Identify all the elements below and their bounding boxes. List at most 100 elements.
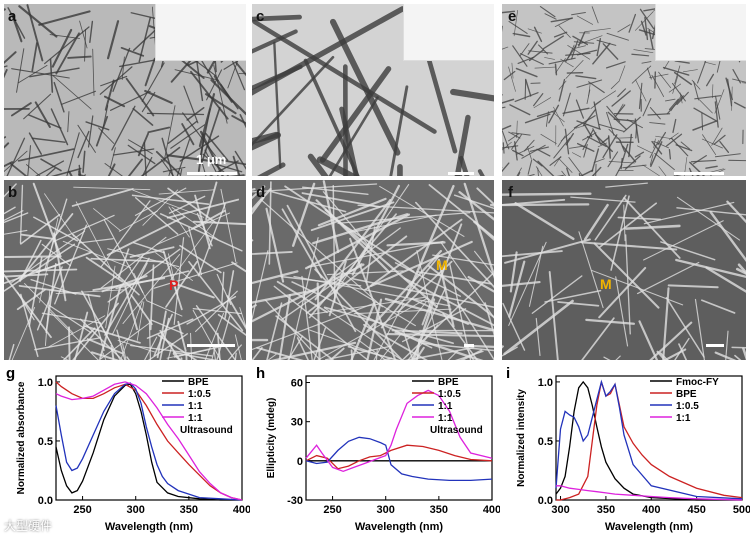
fiber bbox=[200, 159, 207, 176]
fiber bbox=[202, 153, 230, 176]
fiber bbox=[194, 290, 238, 333]
fiber bbox=[649, 321, 693, 360]
fiber bbox=[565, 45, 577, 63]
legend-label: BPE bbox=[438, 377, 459, 388]
fiber bbox=[512, 32, 531, 38]
fiber bbox=[581, 317, 615, 360]
legend-label: 1:0.5 bbox=[188, 389, 211, 400]
fiber bbox=[690, 159, 717, 163]
fiber bbox=[557, 301, 600, 307]
fiber bbox=[200, 106, 221, 164]
fiber bbox=[79, 20, 88, 49]
fiber bbox=[155, 252, 193, 282]
fiber bbox=[558, 25, 571, 38]
fiber bbox=[615, 276, 629, 347]
plot-frame bbox=[55, 375, 243, 501]
fiber bbox=[714, 101, 719, 128]
y-tick-label: 30 bbox=[291, 417, 303, 429]
fiber bbox=[599, 202, 657, 248]
fiber bbox=[144, 89, 173, 104]
fiber bbox=[55, 32, 80, 75]
x-tick-label: 350 bbox=[180, 504, 198, 516]
fiber bbox=[516, 167, 522, 176]
fiber bbox=[553, 106, 564, 127]
fiber bbox=[16, 48, 25, 93]
fiber bbox=[554, 156, 562, 167]
fiber bbox=[40, 158, 62, 172]
fiber bbox=[528, 245, 544, 307]
fiber bbox=[4, 243, 76, 293]
fiber bbox=[517, 56, 534, 65]
fiber bbox=[351, 184, 401, 276]
vial-inset-c bbox=[403, 4, 494, 61]
fiber bbox=[649, 140, 660, 159]
fiber bbox=[693, 81, 700, 101]
sem-image-f: M bbox=[502, 180, 746, 360]
fiber bbox=[4, 268, 78, 273]
fiber bbox=[576, 15, 594, 25]
fiber bbox=[675, 258, 746, 278]
fiber bbox=[252, 132, 282, 151]
fiber bbox=[226, 295, 246, 330]
fiber bbox=[697, 59, 707, 84]
fiber bbox=[347, 345, 401, 360]
fiber bbox=[617, 103, 624, 114]
fiber bbox=[339, 106, 359, 176]
fiber bbox=[596, 37, 602, 57]
fiber bbox=[583, 143, 588, 158]
fiber bbox=[484, 302, 494, 337]
fiber bbox=[29, 67, 80, 78]
fiber bbox=[667, 284, 719, 289]
fiber bbox=[502, 98, 515, 104]
fiber bbox=[232, 155, 241, 176]
fiber bbox=[662, 348, 687, 360]
fiber bbox=[666, 95, 684, 115]
fiber bbox=[623, 204, 626, 242]
fiber bbox=[84, 29, 87, 62]
fiber bbox=[204, 132, 229, 162]
fiber bbox=[527, 40, 538, 55]
fiber bbox=[110, 344, 115, 360]
fiber bbox=[319, 66, 392, 163]
fiber bbox=[350, 301, 376, 360]
fiber bbox=[252, 183, 378, 193]
fiber bbox=[535, 317, 541, 357]
fiber bbox=[296, 337, 309, 360]
fiber bbox=[183, 85, 199, 124]
fiber bbox=[165, 260, 198, 308]
fiber bbox=[177, 320, 187, 352]
series-line bbox=[305, 389, 493, 472]
plot-frame bbox=[555, 375, 743, 501]
fiber bbox=[502, 280, 541, 288]
fiber bbox=[567, 45, 591, 60]
fiber bbox=[25, 164, 41, 176]
fiber bbox=[197, 203, 226, 277]
fiber bbox=[705, 165, 718, 169]
fiber bbox=[542, 35, 564, 50]
x-tick-label: 350 bbox=[430, 504, 448, 516]
fiber bbox=[141, 91, 156, 113]
legend-label: 1:0.5 bbox=[676, 401, 699, 412]
fiber bbox=[141, 156, 153, 176]
fiber bbox=[143, 141, 147, 176]
fiber bbox=[159, 317, 170, 360]
legend-label: 1:1 bbox=[188, 413, 203, 424]
fiber bbox=[502, 198, 566, 206]
fiber bbox=[651, 140, 663, 155]
fiber bbox=[737, 263, 746, 275]
fiber bbox=[117, 339, 156, 353]
fiber bbox=[95, 115, 109, 147]
fiber bbox=[167, 187, 217, 224]
fiber bbox=[394, 262, 462, 297]
fiber bbox=[170, 124, 206, 149]
fiber bbox=[570, 196, 636, 203]
fiber bbox=[287, 335, 304, 360]
fiber bbox=[173, 237, 185, 326]
fiber bbox=[166, 198, 240, 219]
fiber bbox=[370, 240, 473, 287]
fiber bbox=[329, 18, 401, 156]
fiber bbox=[502, 250, 563, 258]
fiber bbox=[107, 248, 181, 303]
fiber bbox=[167, 342, 174, 360]
fiber bbox=[90, 257, 164, 263]
